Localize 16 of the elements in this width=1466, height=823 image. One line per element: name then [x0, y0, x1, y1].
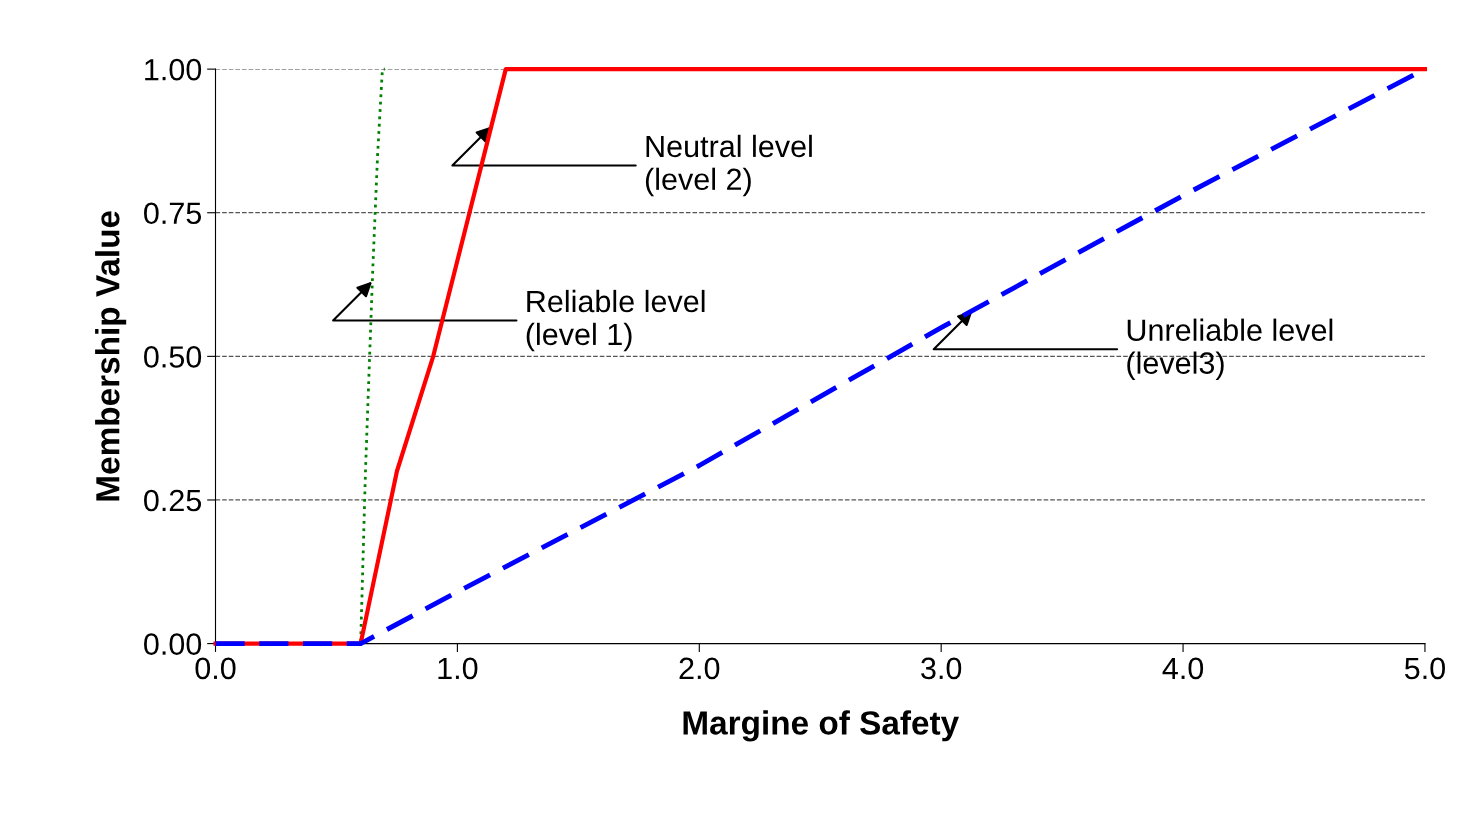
x-tick-label: 2.0	[679, 657, 720, 680]
x-tick-label: 3.0	[921, 657, 962, 680]
y-tick-label: 0.50	[144, 346, 202, 368]
y-axis-title: Membership Value	[95, 211, 127, 501]
y-tick-label: 1.00	[145, 58, 202, 81]
y-tick-label: 0.25	[144, 489, 202, 512]
x-axis-title: Margine of Safety	[683, 710, 959, 742]
x-tick-label: 0.0	[195, 657, 236, 680]
x-tick-label: 1.0	[438, 657, 478, 680]
y-tick-label: 0.00	[144, 633, 202, 655]
y-tick-label: 0.75	[144, 202, 202, 225]
annotation: Unreliable level (level3)	[1127, 318, 1333, 380]
annotation: Reliable level (level 1)	[526, 289, 705, 352]
x-tick-label: 5.0	[1404, 657, 1445, 680]
annotation: Neutral level (level 2)	[645, 134, 812, 197]
x-tick-label: 4.0	[1162, 657, 1204, 680]
